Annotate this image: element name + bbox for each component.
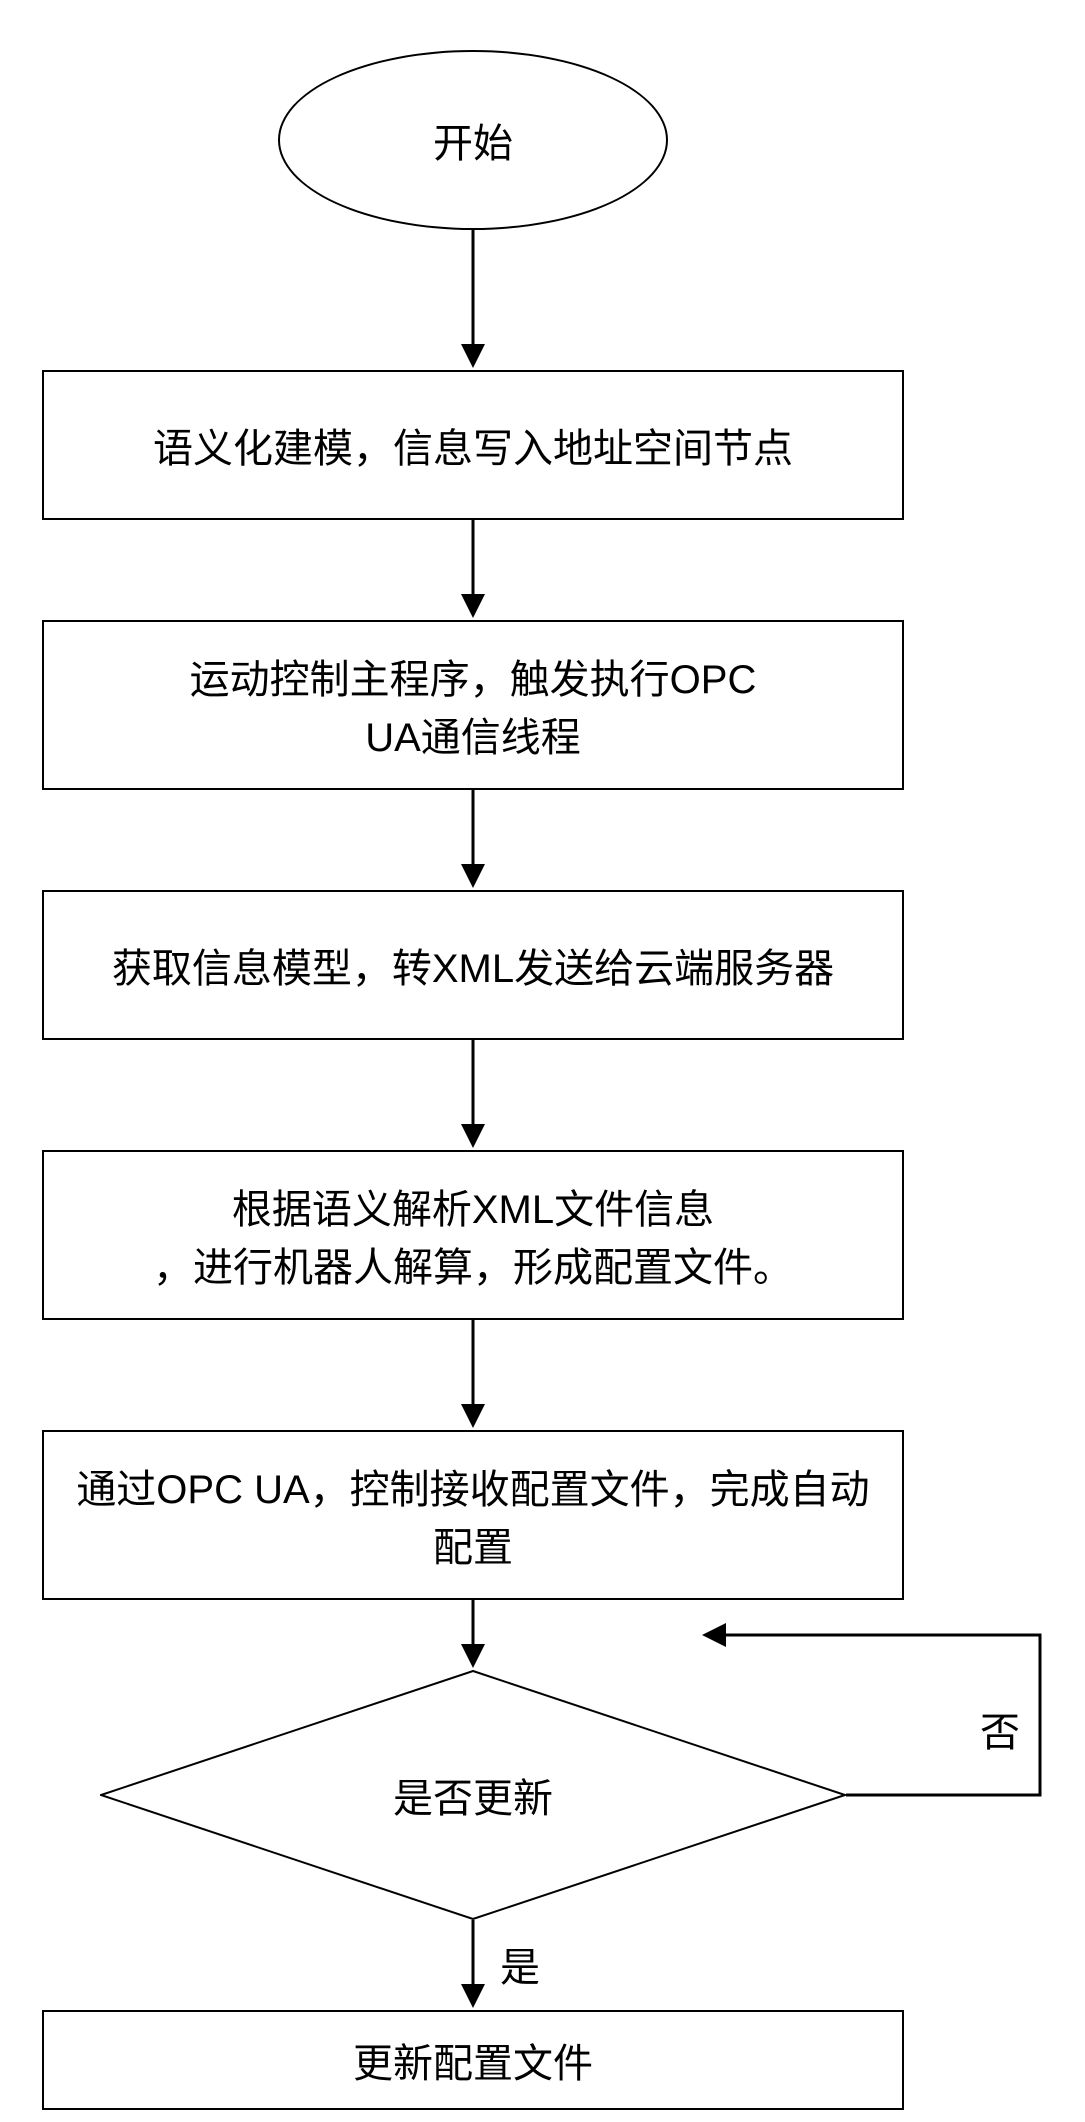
- start-node: 开始: [278, 50, 668, 230]
- step3-node: 获取信息模型，转XML发送给云端服务器: [42, 890, 904, 1040]
- edge-label-yes: 是: [500, 1935, 540, 1993]
- decision-label: 是否更新: [393, 1766, 553, 1824]
- edge-label-no: 否: [980, 1700, 1020, 1758]
- step5-label: 通过OPC UA，控制接收配置文件，完成自动 配置: [76, 1457, 869, 1573]
- decision-node: 是否更新: [100, 1670, 846, 1920]
- step1-node: 语义化建模，信息写入地址空间节点: [42, 370, 904, 520]
- step4-label: 根据语义解析XML文件信息 ，进行机器人解算，形成配置文件。: [153, 1177, 793, 1293]
- start-label: 开始: [433, 111, 513, 169]
- step5-node: 通过OPC UA，控制接收配置文件，完成自动 配置: [42, 1430, 904, 1600]
- step3-label: 获取信息模型，转XML发送给云端服务器: [112, 936, 834, 994]
- step2-node: 运动控制主程序，触发执行OPC UA通信线程: [42, 620, 904, 790]
- step6-node: 更新配置文件: [42, 2010, 904, 2110]
- step2-label: 运动控制主程序，触发执行OPC UA通信线程: [190, 647, 757, 763]
- step1-label: 语义化建模，信息写入地址空间节点: [153, 416, 793, 474]
- step6-label: 更新配置文件: [353, 2031, 593, 2089]
- step4-node: 根据语义解析XML文件信息 ，进行机器人解算，形成配置文件。: [42, 1150, 904, 1320]
- flowchart-canvas: 开始 语义化建模，信息写入地址空间节点 运动控制主程序，触发执行OPC UA通信…: [0, 0, 1085, 2122]
